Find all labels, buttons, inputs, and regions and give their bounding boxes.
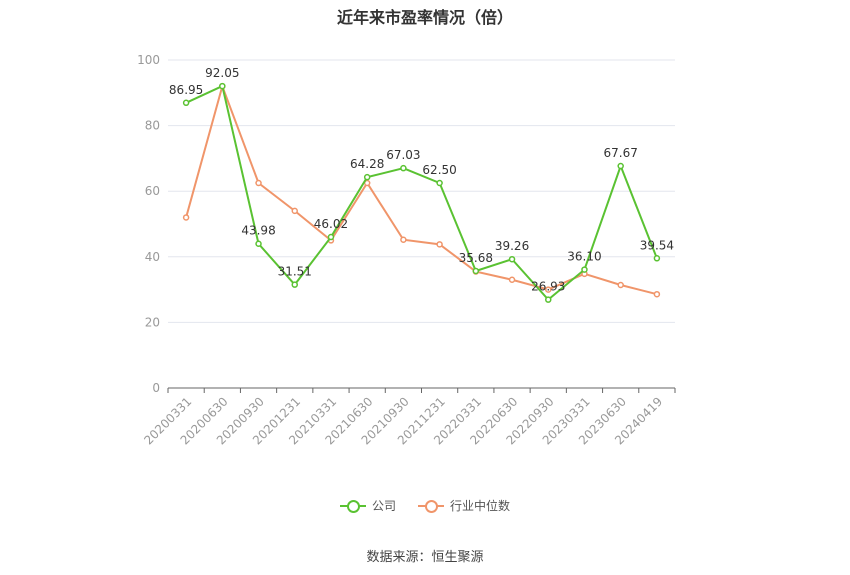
company-data-label: 43.98 [241,224,275,238]
legend-company-label: 公司 [371,499,396,513]
company-point [581,266,588,273]
company-data-label: 26.93 [531,280,565,294]
company-data-label: 36.10 [567,250,601,264]
y-tick-label: 80 [145,119,160,133]
legend: 公司 行业中位数 [0,497,850,514]
company-point [617,162,624,170]
chart-title: 近年来市盈率情况（倍） [336,8,513,27]
company-data-label: 92.05 [205,66,239,80]
y-tick-label: 20 [145,315,160,329]
legend-company-icon [339,499,366,513]
company-data-label: 67.67 [603,146,637,160]
company-point [255,240,262,247]
industry-median-point [617,281,624,289]
legend-industry-median-label: 行业中位数 [450,499,511,513]
company-point [400,164,407,172]
industry-median-point [436,241,443,248]
company-point [219,82,226,90]
company-point [436,179,443,187]
industry-median-line [185,83,658,296]
company-data-label: 64.28 [350,157,384,171]
industry-median-point [400,236,407,243]
data-source-note: 数据来源：恒生聚源 [366,550,484,565]
legend-item-company[interactable]: 公司 [339,497,396,514]
y-tick-label: 0 [152,381,160,395]
company-data-label: 39.26 [495,239,529,253]
company-data-label: 86.95 [169,83,203,97]
industry-median-point [182,214,190,221]
company-point [653,255,661,262]
company-point [327,233,335,241]
industry-median-point [545,286,552,293]
company-point [508,255,516,263]
company-point [472,267,480,275]
series [182,82,661,303]
company-data-label: 39.54 [640,238,674,252]
gridlines [168,59,675,323]
legend-item-industry-median[interactable]: 行业中位数 [418,497,510,514]
company-data-label: 35.68 [459,251,493,265]
y-tick-label: 40 [145,250,160,264]
company-data-label: 46.02 [314,217,348,231]
industry-median-point [508,276,516,284]
company-data-label: 31.51 [278,265,312,279]
company-point [545,296,552,303]
company-data-label: 62.50 [422,163,456,177]
company-point [363,173,371,181]
legend-industry-median-icon [418,499,444,513]
company-line [185,84,658,302]
company-point [291,281,298,288]
company-data-label: 67.03 [386,148,420,162]
y-tick-label: 60 [145,184,160,198]
industry-median-point [291,207,298,215]
industry-median-point [653,290,661,298]
industry-median-point [255,179,262,187]
company-point [182,99,190,107]
y-tick-label: 100 [137,53,160,67]
